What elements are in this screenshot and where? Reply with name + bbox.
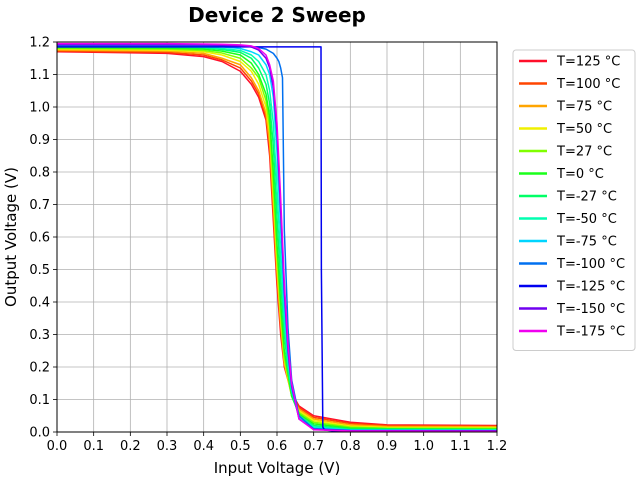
y-tick-label: 0.5 (29, 263, 50, 278)
y-tick-label: 1.1 (29, 68, 50, 83)
legend-entry: T=125 °C (556, 55, 620, 70)
x-tick-label: 0.4 (193, 439, 214, 454)
x-tick-label: 0.2 (120, 439, 141, 454)
x-tick-label: 1.0 (413, 439, 434, 454)
x-tick-label: 1.1 (450, 439, 471, 454)
x-tick-label: 0.1 (83, 439, 104, 454)
x-tick-label: 1.2 (487, 439, 508, 454)
legend-entry: T=-100 °C (556, 257, 625, 272)
y-tick-label: 0.0 (29, 426, 50, 441)
y-tick-label: 0.1 (29, 393, 50, 408)
x-tick-label: 0.3 (157, 439, 178, 454)
y-tick-label: 0.6 (29, 231, 50, 246)
x-tick-label: 0.5 (230, 439, 251, 454)
x-tick-label: 0.8 (340, 439, 361, 454)
legend: T=125 °C T=100 °C T=75 °C T=50 °C T=27 °C T=0… (512, 49, 636, 351)
legend-entry: T=-175 °C (556, 325, 625, 340)
legend-entry: T=-27 °C (556, 190, 617, 205)
x-tick-label: 0.9 (377, 439, 398, 454)
series-layer (56, 42, 498, 433)
series-line-5 (56, 46, 498, 430)
legend-entry: T=-50 °C (556, 212, 617, 227)
y-axis-label: Output Voltage (V) (2, 167, 20, 307)
legend-box (512, 49, 636, 351)
legend-entry: T=100 °C (556, 77, 620, 92)
x-axis-label: Input Voltage (V) (214, 459, 341, 477)
y-tick-label: 0.7 (29, 198, 50, 213)
y-tick-label: 0.9 (29, 133, 50, 148)
legend-entry: T=-125 °C (556, 280, 625, 295)
x-tick-label: 0.7 (303, 439, 324, 454)
y-tick-label: 0.4 (29, 296, 50, 311)
y-tick-label: 0.3 (29, 328, 50, 343)
chart-title: Device 2 Sweep (188, 3, 366, 27)
x-axis-ticks: 0.0 0.1 0.2 0.3 0.4 0.5 0.6 0.7 0.8 0.9 1.0 1.1 1.2 (47, 432, 508, 454)
legend-entry: T=50 °C (556, 122, 612, 137)
y-tick-label: 0.2 (29, 361, 50, 376)
legend-entry: T=-75 °C (556, 235, 617, 250)
x-tick-label: 0.6 (267, 439, 288, 454)
legend-entry: T=75 °C (556, 100, 612, 115)
y-tick-label: 0.8 (29, 166, 50, 181)
y-tick-label: 1.2 (29, 36, 50, 51)
legend-entry: T=27 °C (556, 145, 612, 160)
y-axis-ticks: 0.0 0.1 0.2 0.3 0.4 0.5 0.6 0.7 0.8 0.9 1.0 1.1 1.2 (29, 36, 57, 441)
legend-entry: T=0 °C (556, 167, 604, 182)
series-line-12 (57, 42, 498, 433)
x-tick-label: 0.0 (47, 439, 68, 454)
y-tick-label: 1.0 (29, 101, 50, 116)
legend-entry: T=-150 °C (556, 302, 625, 317)
